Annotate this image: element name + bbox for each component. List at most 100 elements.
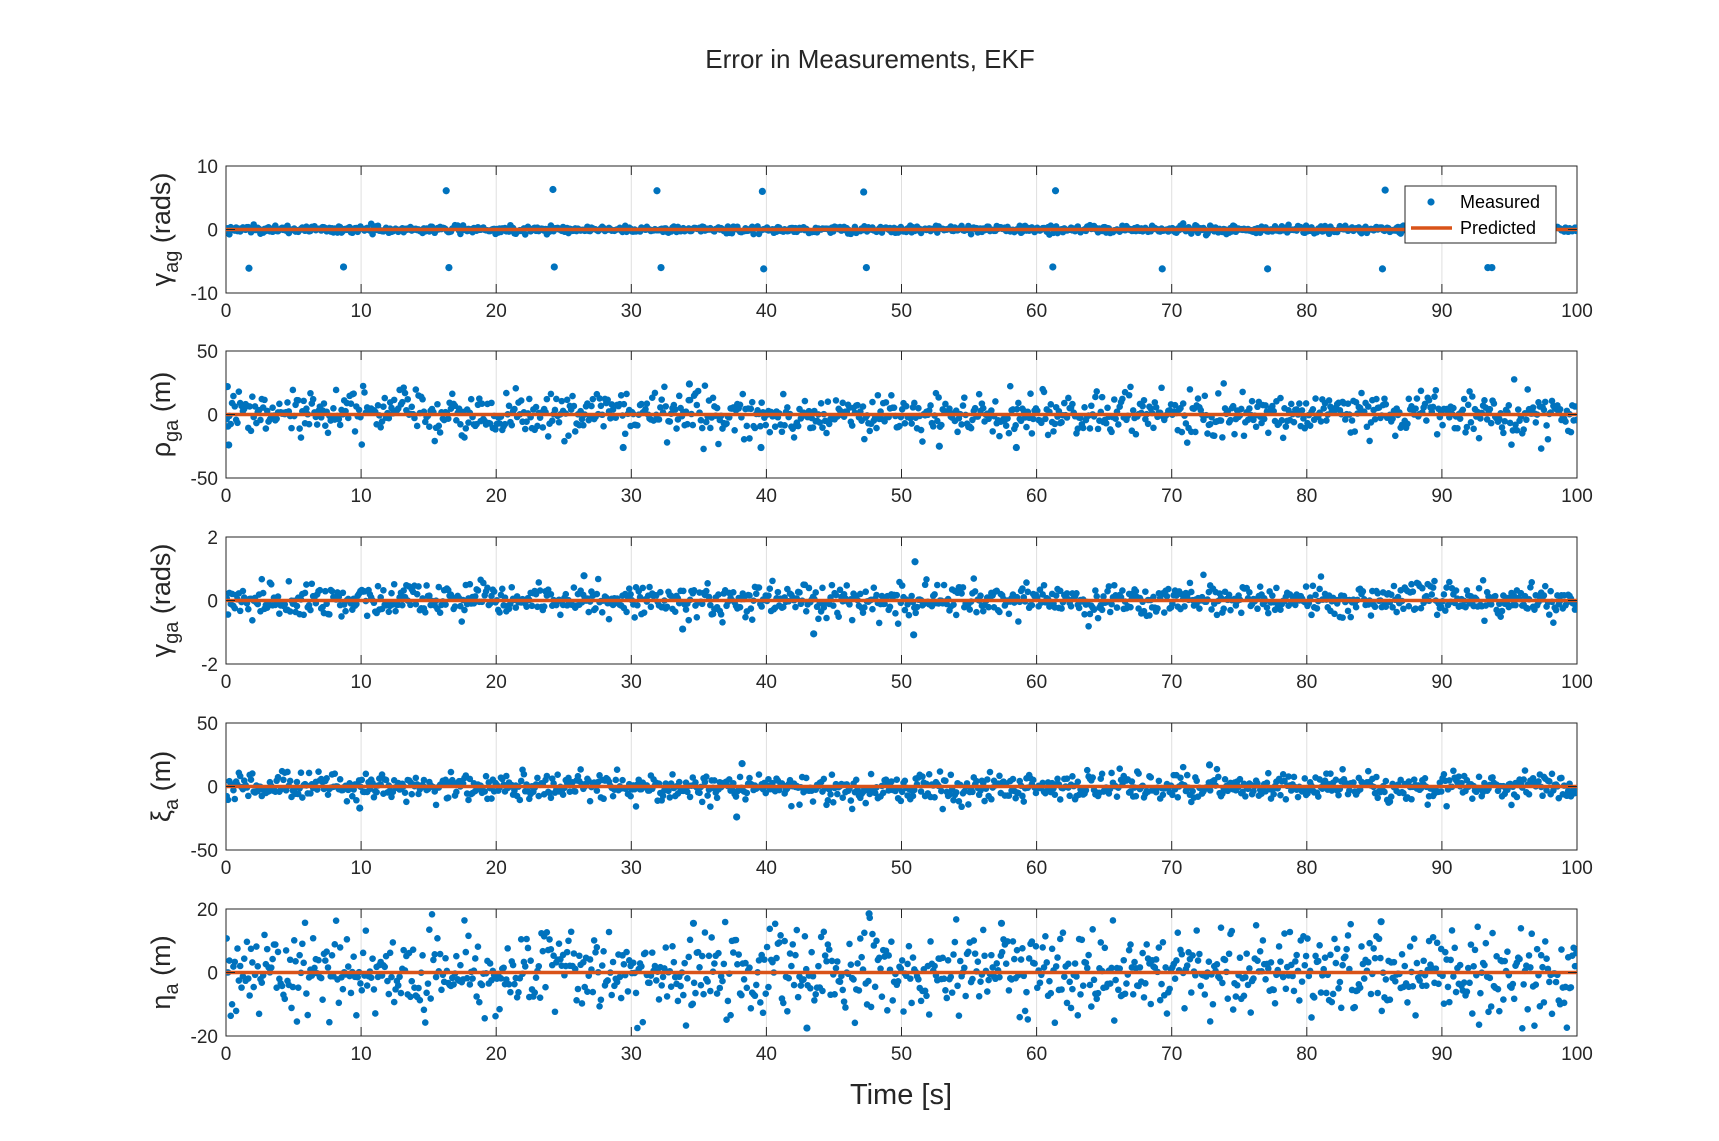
measured-point — [716, 984, 724, 992]
measured-point — [1481, 397, 1488, 404]
measured-point — [1086, 610, 1094, 618]
measured-point — [1532, 419, 1540, 426]
measured-point — [906, 975, 914, 982]
measured-point — [740, 976, 748, 983]
measured-point — [593, 787, 601, 794]
measured-point — [532, 974, 540, 981]
measured-point — [648, 949, 656, 956]
measured-point — [809, 798, 817, 805]
measured-point — [917, 997, 925, 1005]
measured-point — [911, 399, 918, 407]
measured-point — [1410, 776, 1418, 783]
measured-point — [657, 404, 664, 411]
measured-point — [432, 973, 440, 981]
measured-point — [1562, 418, 1569, 425]
measured-point — [1382, 777, 1390, 785]
measured-point — [1108, 769, 1115, 777]
measured-point — [511, 405, 518, 413]
measured-point — [335, 999, 343, 1007]
measured-point — [1165, 585, 1172, 593]
measured-point — [1300, 415, 1307, 422]
measured-point — [278, 982, 286, 990]
x-tick-label: 80 — [1296, 858, 1317, 879]
legend-label: Predicted — [1460, 218, 1536, 238]
measured-point — [1077, 991, 1084, 998]
measured-point — [1466, 388, 1473, 395]
measured-point — [542, 983, 549, 991]
measured-point — [550, 263, 558, 271]
measured-point — [965, 801, 972, 808]
measured-point — [563, 396, 571, 404]
measured-point — [832, 591, 840, 599]
measured-point — [642, 405, 649, 413]
x-tick-label: 10 — [351, 858, 372, 879]
measured-point — [752, 981, 760, 989]
measured-point — [1327, 770, 1334, 777]
measured-point — [697, 416, 705, 424]
measured-point — [986, 768, 994, 776]
measured-point — [1351, 428, 1359, 435]
measured-point — [462, 948, 470, 956]
measured-point — [409, 946, 417, 954]
measured-point — [1069, 773, 1076, 780]
measured-point — [1469, 795, 1476, 802]
measured-point — [670, 958, 678, 966]
measured-point — [820, 928, 828, 936]
measured-point — [1323, 417, 1330, 424]
measured-point — [839, 794, 847, 801]
measured-point — [235, 388, 243, 395]
measured-point — [730, 949, 737, 956]
measured-point — [300, 397, 307, 405]
measured-point — [1512, 601, 1519, 609]
measured-point — [511, 787, 518, 794]
measured-point — [638, 400, 645, 408]
measured-point — [640, 609, 648, 616]
measured-point — [1015, 618, 1022, 625]
measured-point — [423, 989, 430, 997]
measured-point — [286, 777, 294, 785]
measured-point — [254, 600, 262, 608]
measured-point — [426, 592, 433, 600]
measured-point — [758, 603, 765, 610]
measured-point — [757, 443, 765, 452]
measured-point — [388, 973, 395, 981]
measured-point — [1140, 396, 1148, 404]
measured-point — [1108, 428, 1115, 436]
y-axis-label-symbol: ρ — [146, 442, 176, 457]
measured-point — [952, 789, 960, 796]
measured-point — [871, 983, 879, 991]
measured-point — [1113, 604, 1121, 611]
measured-point — [832, 964, 840, 972]
measured-point — [751, 424, 759, 432]
measured-point — [1262, 402, 1269, 409]
measured-point — [597, 402, 605, 410]
measured-point — [846, 940, 853, 948]
measured-point — [993, 960, 1001, 967]
measured-point — [693, 401, 701, 409]
measured-point — [792, 951, 799, 959]
measured-point — [1501, 417, 1509, 425]
measured-point — [829, 602, 837, 609]
measured-point — [1043, 959, 1051, 966]
measured-point — [1081, 610, 1088, 618]
y-axis-label: γag (rads) — [146, 173, 183, 287]
x-tick-label: 60 — [1026, 672, 1047, 693]
measured-point — [1144, 420, 1152, 428]
measured-point — [305, 769, 313, 777]
measured-point — [658, 982, 665, 989]
measured-point — [323, 775, 330, 782]
measured-point — [374, 402, 382, 409]
measured-point — [1083, 964, 1091, 972]
measured-point — [874, 391, 882, 399]
measured-point — [324, 429, 332, 437]
measured-point — [319, 996, 326, 1003]
measured-point — [954, 982, 961, 990]
measured-point — [1069, 400, 1076, 408]
measured-point — [823, 429, 830, 437]
measured-point — [1213, 611, 1221, 619]
measured-point — [1179, 763, 1187, 771]
measured-point — [900, 1008, 907, 1015]
measured-point — [1061, 399, 1068, 407]
